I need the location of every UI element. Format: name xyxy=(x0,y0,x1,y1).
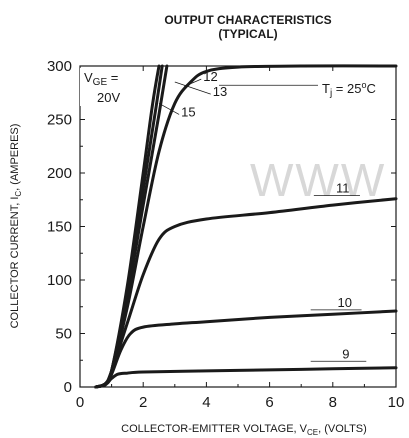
curve-label-13: 13 xyxy=(213,84,227,99)
curve-label-10: 10 xyxy=(338,295,352,310)
curve-vge-9 xyxy=(94,366,398,389)
y-tick-label: 0 xyxy=(64,379,72,396)
curve-label-11: 11 xyxy=(336,180,350,195)
x-tick-label: 2 xyxy=(139,394,147,411)
x-tick-label: 10 xyxy=(388,394,405,411)
curve-label-9: 9 xyxy=(342,346,349,361)
curve-label-15: 15 xyxy=(181,104,195,119)
x-axis-label: COLLECTOR-EMITTER VOLTAGE, VCE, (VOLTS) xyxy=(121,423,367,437)
y-tick-label: 300 xyxy=(47,58,72,75)
tj-annotation: Tj = 25oC xyxy=(322,80,376,99)
vge-annotation: VGE = xyxy=(84,70,118,88)
curve-vge-10 xyxy=(94,309,398,389)
curve-label-leader xyxy=(184,78,202,87)
curve-label-leader xyxy=(174,81,211,95)
y-tick-label: 200 xyxy=(47,165,72,182)
y-tick-label: 150 xyxy=(47,219,72,236)
chart-title: OUTPUT CHARACTERISTICS xyxy=(164,13,331,27)
curve-label-leader xyxy=(158,103,180,115)
tj-annotation-bg xyxy=(318,76,394,98)
y-axis-label: COLLECTOR CURRENT, IC, (AMPERES) xyxy=(9,124,23,329)
curve-vge-20 xyxy=(94,64,161,389)
watermark: WWW xyxy=(250,154,386,206)
x-tick-label: 4 xyxy=(202,394,210,411)
chart-subtitle: (TYPICAL) xyxy=(218,27,277,41)
vge-annotation-bg xyxy=(80,68,136,106)
x-tick-label: 0 xyxy=(76,394,84,411)
curves xyxy=(94,64,398,389)
y-tick-label: 250 xyxy=(47,112,72,129)
y-tick-label: 100 xyxy=(47,272,72,289)
y-tick-label: 50 xyxy=(55,326,72,343)
x-tick-label: 8 xyxy=(329,394,337,411)
vge-value: 20V xyxy=(97,90,120,105)
x-tick-label: 6 xyxy=(265,394,273,411)
curve-label-12: 12 xyxy=(203,69,217,84)
